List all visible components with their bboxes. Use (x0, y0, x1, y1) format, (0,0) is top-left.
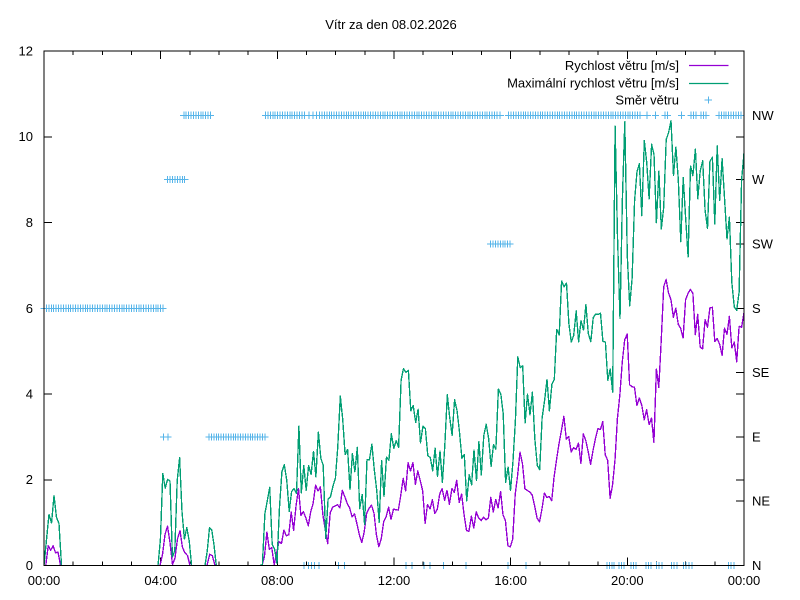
svg-text:12: 12 (19, 44, 33, 59)
svg-text:Směr větru: Směr větru (615, 93, 679, 108)
svg-text:E: E (752, 429, 761, 444)
svg-text:08:00: 08:00 (261, 573, 294, 588)
svg-text:NW: NW (752, 108, 774, 123)
svg-text:10: 10 (19, 129, 33, 144)
svg-text:Maximální rychlost větru [m/s]: Maximální rychlost větru [m/s] (507, 76, 679, 91)
svg-text:8: 8 (26, 215, 33, 230)
svg-text:SW: SW (752, 236, 774, 251)
svg-text:6: 6 (26, 301, 33, 316)
svg-text:Rychlost větru [m/s]: Rychlost větru [m/s] (565, 58, 679, 73)
svg-text:Vítr za den 08.02.2026: Vítr za den 08.02.2026 (325, 17, 457, 32)
svg-text:W: W (752, 172, 765, 187)
svg-text:00:00: 00:00 (728, 573, 761, 588)
svg-text:4: 4 (26, 387, 33, 402)
svg-text:2: 2 (26, 472, 33, 487)
svg-text:12:00: 12:00 (378, 573, 411, 588)
svg-text:S: S (752, 301, 761, 316)
svg-text:16:00: 16:00 (494, 573, 527, 588)
svg-text:20:00: 20:00 (611, 573, 644, 588)
svg-text:NE: NE (752, 494, 770, 509)
svg-text:SE: SE (752, 365, 770, 380)
svg-text:04:00: 04:00 (144, 573, 177, 588)
svg-text:0: 0 (26, 558, 33, 573)
svg-text:N: N (752, 558, 761, 573)
svg-text:00:00: 00:00 (28, 573, 61, 588)
